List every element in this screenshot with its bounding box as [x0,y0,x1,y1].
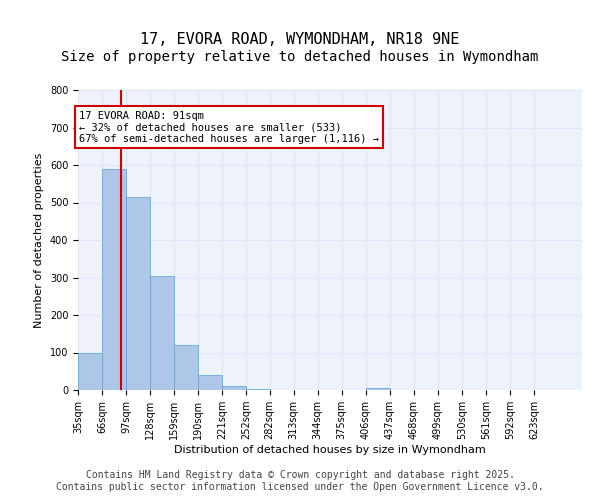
Bar [174,345,198,390]
Bar [365,388,390,390]
Bar [126,197,150,390]
Text: Size of property relative to detached houses in Wymondham: Size of property relative to detached ho… [61,50,539,64]
Bar [222,386,246,390]
Y-axis label: Number of detached properties: Number of detached properties [34,152,44,328]
X-axis label: Distribution of detached houses by size in Wymondham: Distribution of detached houses by size … [174,445,486,455]
Bar [150,276,174,390]
Text: Contains HM Land Registry data © Crown copyright and database right 2025.: Contains HM Land Registry data © Crown c… [86,470,514,480]
Text: 17 EVORA ROAD: 91sqm
← 32% of detached houses are smaller (533)
67% of semi-deta: 17 EVORA ROAD: 91sqm ← 32% of detached h… [79,110,379,144]
Bar [198,375,222,390]
Text: 17, EVORA ROAD, WYMONDHAM, NR18 9NE: 17, EVORA ROAD, WYMONDHAM, NR18 9NE [140,32,460,48]
Text: Contains public sector information licensed under the Open Government Licence v3: Contains public sector information licen… [56,482,544,492]
Bar [102,169,126,390]
Bar [246,389,270,390]
Bar [78,352,102,390]
